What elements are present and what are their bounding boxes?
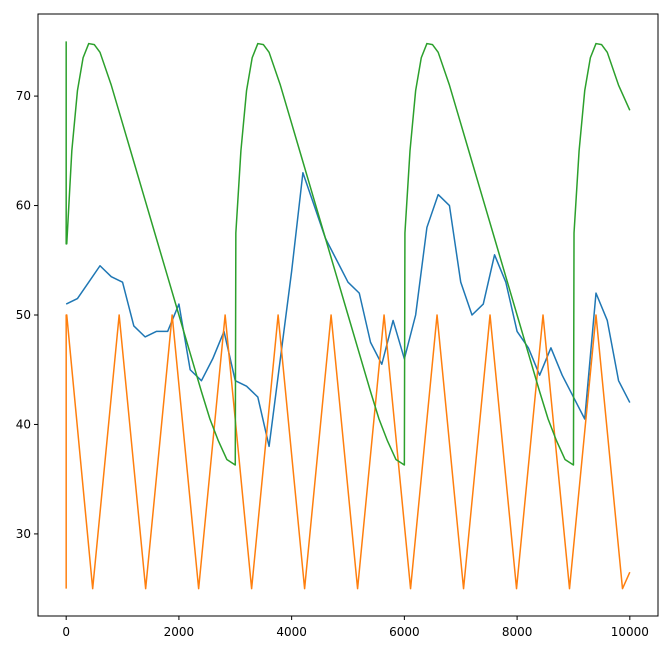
y-tick-label: 40 [16,417,31,431]
y-tick-label: 30 [16,527,31,541]
series-layer [65,41,631,590]
y-axis: 30 40 50 60 70 [16,89,38,541]
series-line-1 [65,171,631,448]
x-tick-label: 10000 [611,625,649,639]
series-line-3 [65,41,631,466]
x-axis: 0 2000 4000 6000 8000 10000 [62,616,649,639]
x-tick-label: 6000 [389,625,420,639]
x-tick-label: 0 [62,625,70,639]
x-tick-label: 2000 [164,625,195,639]
x-tick-label: 8000 [502,625,533,639]
y-tick-label: 60 [16,199,31,213]
y-tick-label: 50 [16,308,31,322]
y-tick-label: 70 [16,89,31,103]
series-line-2 [65,314,631,590]
x-tick-label: 4000 [276,625,307,639]
